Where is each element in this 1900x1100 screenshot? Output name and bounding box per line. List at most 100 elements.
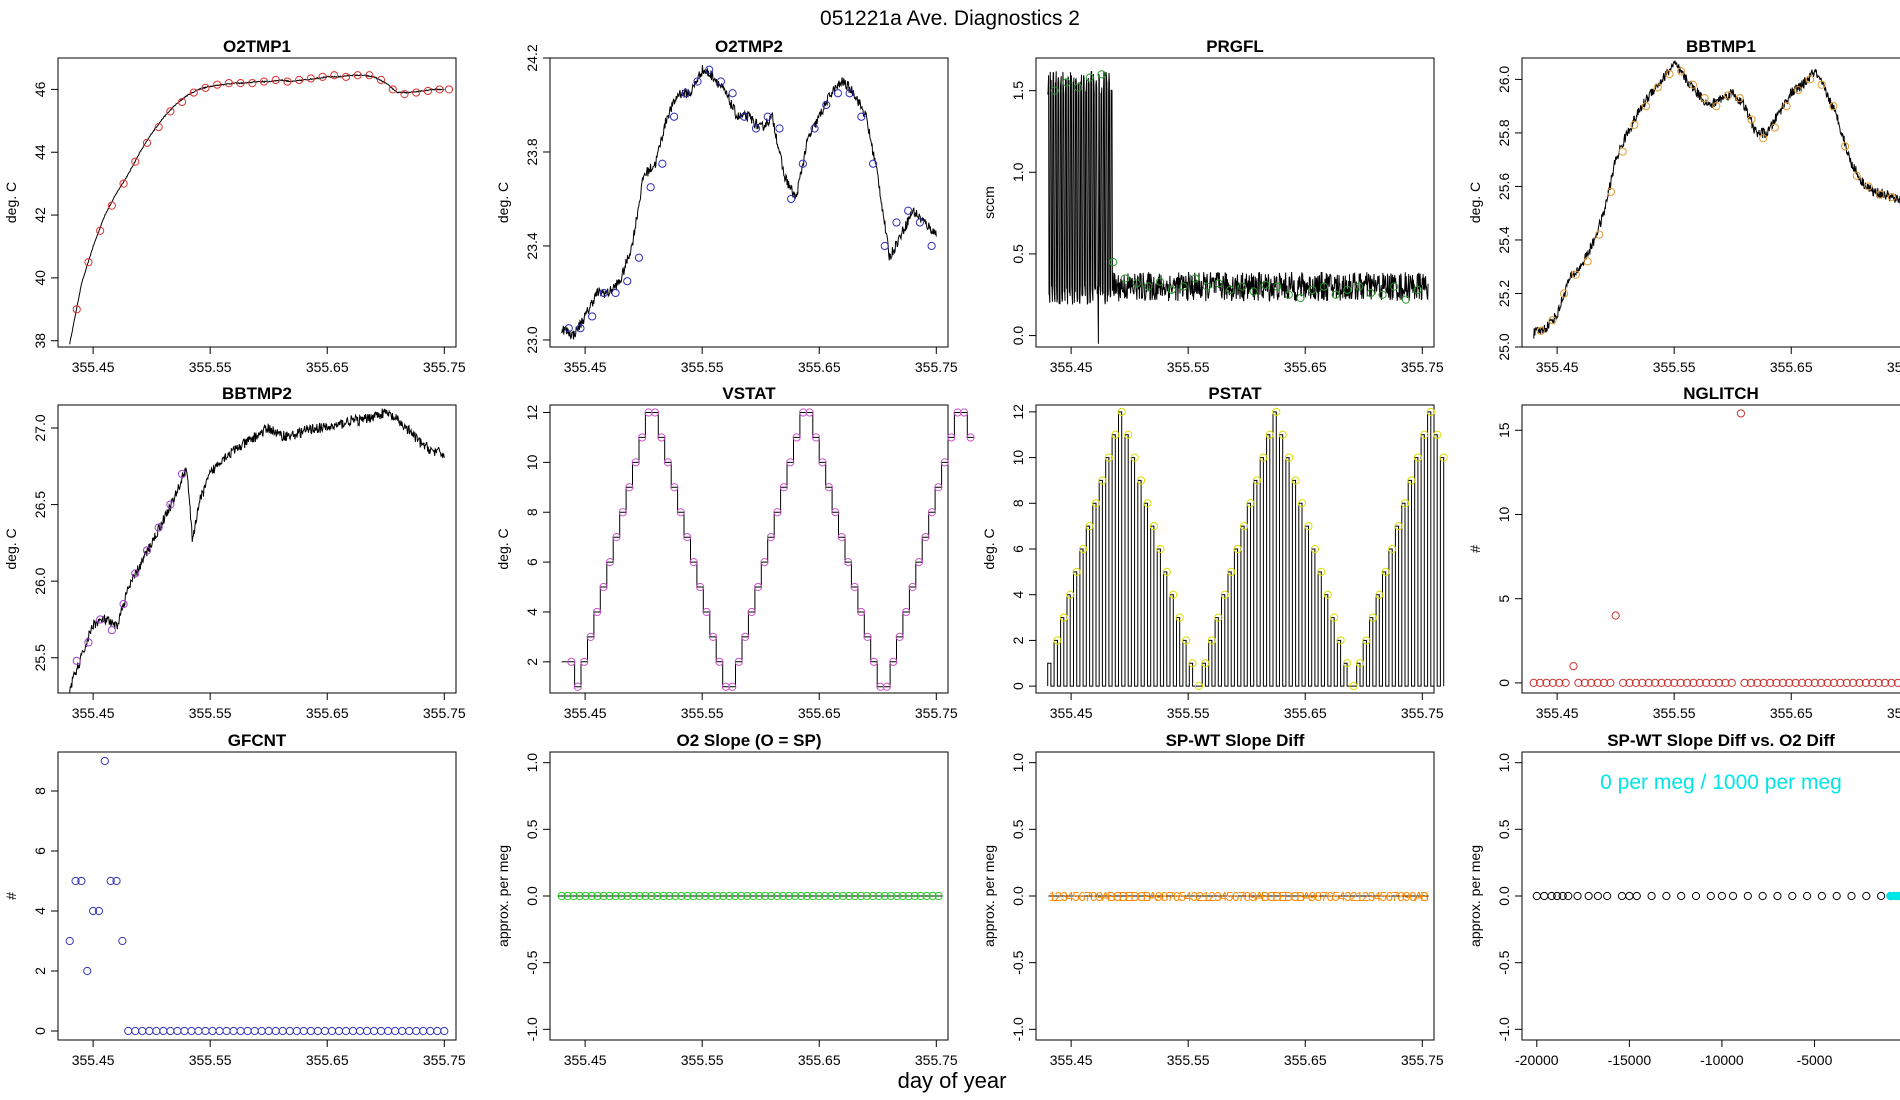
gfcnt-data-point [131, 1026, 140, 1036]
o2tmp1-data-point [154, 123, 163, 132]
pstat-data-point [1188, 659, 1197, 668]
pstat-y-tick-label: 10 [1010, 450, 1026, 466]
nglitch-spike-point [1611, 611, 1620, 620]
nglitch-data-point [1887, 678, 1896, 687]
pstat-data-point [1317, 567, 1326, 576]
o2tmp1-data-point [213, 80, 222, 89]
gfcnt-data-point [292, 1026, 301, 1036]
pstat-data-point [1355, 659, 1365, 668]
o2tmp2-data-point [927, 241, 936, 251]
gfcnt-data-point [194, 1026, 203, 1036]
o2slope-data-point [557, 891, 566, 901]
prgfl-data-point [1237, 282, 1247, 291]
pstat-y-tick-label: 2 [1010, 636, 1026, 644]
nglitch-data-point [1682, 678, 1692, 687]
vstat-data-point [792, 433, 801, 442]
bbtmp1-y-tick-label: 25.6 [1496, 173, 1512, 200]
gfcnt-data-point [71, 876, 80, 886]
nglitch-data-point [1638, 678, 1647, 687]
bbtmp1-data-point [1548, 316, 1557, 325]
nglitch-data-point [1836, 678, 1845, 687]
nglitch-data-point [1849, 678, 1858, 687]
o2slope-data-point [641, 891, 650, 901]
spwtslope-point-label: 9 [1403, 889, 1410, 904]
nglitch-data-point [1804, 678, 1813, 687]
spwtslope-point-label: 6 [1326, 889, 1333, 904]
spwtvso2-data-point [1617, 891, 1627, 901]
spwtslope-point-label: C [1290, 889, 1299, 904]
pstat-data-point [1130, 453, 1139, 462]
vstat-y-tick-label: 10 [524, 454, 540, 470]
o2slope-data-point [898, 891, 907, 901]
o2tmp2-data-point [634, 253, 644, 262]
prgfl-data-point [1226, 285, 1235, 294]
nglitch-data-point [1619, 678, 1628, 687]
panel-prgfl: PRGFL sccm 0.0 0.5 1.0 1.5 355.45 355.55 355.65 3… [981, 37, 1444, 375]
gfcnt-data-point [278, 1026, 287, 1036]
bbtmp1-data-point [1817, 80, 1826, 89]
bbtmp1-data-point [1747, 115, 1756, 124]
spwtslope-point-label: 5 [1332, 889, 1339, 904]
nglitch-data-point [1817, 678, 1826, 687]
prgfl-data-point [1062, 78, 1071, 87]
gfcnt-data-point [159, 1026, 168, 1036]
nglitch-data-point [1868, 678, 1877, 687]
spwtslope-x-tick-label: 355.65 [1284, 1052, 1327, 1068]
spwtvso2-data-point [1717, 891, 1727, 901]
spwtvso2-y-tick-label: 0.0 [1496, 886, 1512, 906]
o2tmp1-data-point [166, 107, 175, 116]
o2slope-data-point [569, 891, 578, 901]
o2slope-data-point [928, 891, 937, 901]
o2slope-data-point [856, 891, 865, 901]
o2slope-y-tick-label: -0.5 [524, 950, 540, 974]
spwtslope-point-label: A [1101, 889, 1110, 904]
spwtslope-point-label: 5 [1226, 889, 1233, 904]
bbtmp1-data-point [1876, 190, 1885, 199]
o2slope-data-point [808, 891, 818, 901]
spwtvso2-plot-frame [1521, 751, 1900, 1041]
pstat-data-point [1259, 453, 1268, 462]
vstat-data-point [850, 582, 859, 592]
o2tmp1-title: O2TMP1 [223, 37, 291, 56]
gfcnt-data-point [271, 1026, 280, 1036]
spwtslope-point-label: 7 [1321, 889, 1328, 904]
bbtmp1-data-point [1688, 80, 1698, 89]
o2slope-data-point [707, 891, 716, 901]
vstat-data-point [728, 682, 737, 691]
prgfl-data-point [1308, 285, 1317, 294]
gfcnt-data-point [362, 1026, 372, 1036]
bbtmp1-y-tick-label: 25.4 [1496, 226, 1512, 253]
spwtslope-point-label: 3 [1214, 889, 1221, 904]
spwtslope-point-label: 7 [1391, 889, 1398, 904]
bbtmp1-data-point [1723, 91, 1733, 100]
bbtmp2-data-point [72, 656, 81, 665]
prgfl-data-point [1202, 282, 1212, 291]
pstat-data-point [1394, 522, 1403, 531]
spwtslope-point-label: D [1272, 889, 1281, 904]
vstat-data-point [876, 682, 885, 691]
bbtmp1-data-point [1665, 69, 1674, 79]
vstat-data-point [696, 582, 705, 592]
prgfl-plot-frame [1035, 57, 1435, 348]
o2slope-data-point [677, 891, 686, 901]
prgfl-data-point [1319, 282, 1329, 291]
o2tmp2-y-tick-label: 23.0 [524, 326, 540, 353]
gfcnt-y-tick-label: 8 [32, 787, 48, 795]
o2tmp2-data-point [915, 218, 925, 227]
pstat-data-point [1310, 544, 1319, 554]
nglitch-data-point [1855, 678, 1864, 687]
vstat-data-point [625, 483, 634, 492]
o2tmp2-data-point [611, 288, 620, 298]
o2tmp2-data-point [763, 112, 772, 121]
pstat-data-point [1297, 499, 1307, 508]
pstat-data-point [1246, 499, 1255, 508]
prgfl-x-tick-label: 355.45 [1050, 359, 1093, 375]
spwtvso2-data-point [1877, 891, 1886, 901]
o2tmp2-x-tick-label: 355.75 [915, 359, 958, 375]
vstat-data-point [959, 408, 969, 417]
spwtslope-point-label: E [1125, 889, 1134, 904]
gfcnt-data-point [152, 1026, 161, 1036]
vstat-data-point [921, 533, 930, 542]
nglitch-data-point [1606, 678, 1615, 687]
spwtslope-point-label: C [1266, 889, 1275, 904]
